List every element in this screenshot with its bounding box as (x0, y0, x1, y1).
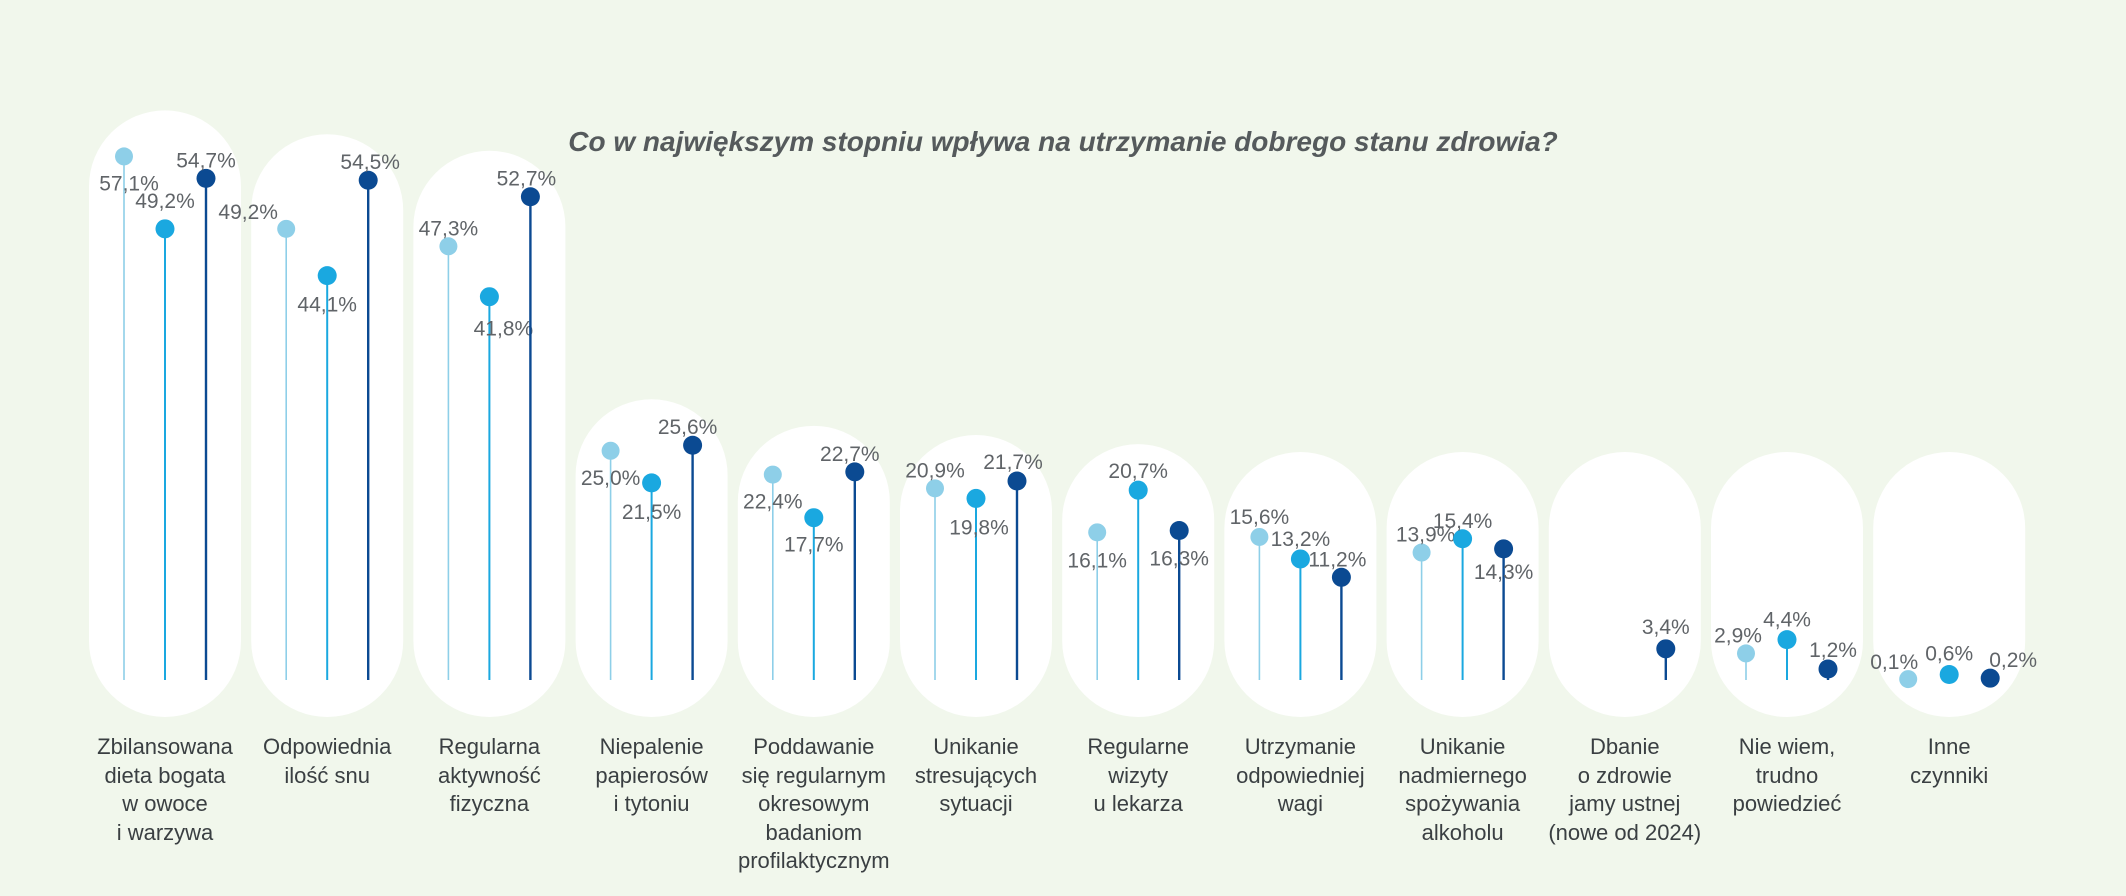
value-label: 21,5% (622, 501, 682, 524)
value-dot (1453, 529, 1473, 549)
value-dot (1737, 644, 1755, 663)
value-label: 21,7% (983, 451, 1043, 474)
value-label: 49,2% (135, 190, 195, 213)
value-label: 22,4% (743, 491, 803, 514)
category-label: Dbanie o zdrowie jamy ustnej (nowe od 20… (1548, 734, 1702, 845)
value-label: 54,7% (176, 149, 236, 172)
value-label: 0,2% (1989, 649, 2037, 672)
category-pill (1873, 452, 2026, 717)
value-label: 17,7% (784, 534, 844, 557)
value-dot (1088, 523, 1107, 542)
value-dot (1939, 664, 1959, 684)
value-dot (115, 147, 133, 166)
value-dot (479, 287, 499, 307)
value-label: 15,6% (1230, 506, 1290, 529)
value-label: 15,4% (1433, 510, 1493, 533)
value-dot (1412, 543, 1431, 562)
value-dot (1777, 630, 1797, 650)
value-dot (763, 465, 782, 484)
value-label: 14,3% (1474, 561, 1534, 584)
value-label: 25,0% (581, 467, 641, 490)
value-label: 2,9% (1714, 624, 1762, 647)
value-dot (926, 479, 944, 498)
value-dot (1494, 539, 1514, 559)
value-label: 22,7% (820, 443, 880, 466)
value-dot (683, 435, 703, 455)
category-pill (1548, 452, 1701, 717)
value-label: 49,2% (218, 201, 278, 224)
value-label: 11,2% (1308, 548, 1366, 571)
value-label: 20,7% (1108, 460, 1168, 483)
value-dot (804, 508, 824, 528)
value-dot (277, 219, 296, 238)
category-label: Unikanie nadmiernego spożywania alkoholu (1398, 734, 1527, 845)
value-label: 16,1% (1067, 549, 1127, 572)
value-label: 13,2% (1271, 528, 1331, 551)
value-dot (155, 219, 175, 239)
value-dot (1980, 668, 2000, 688)
value-label: 52,7% (497, 168, 557, 191)
value-label: 19,8% (949, 516, 1009, 539)
category-label: Utrzymanie odpowiedniej wagi (1236, 734, 1365, 816)
value-label: 47,3% (419, 217, 479, 240)
value-label: 0,1% (1870, 651, 1918, 674)
category-label: Odpowiednia ilość snu (262, 734, 392, 788)
value-label: 41,8% (474, 318, 534, 341)
value-label: 0,6% (1925, 642, 1973, 665)
value-dot (1290, 549, 1310, 569)
category-label: Regularna aktywność fizyczna (438, 734, 541, 816)
value-label: 1,2% (1809, 639, 1857, 662)
value-dot (439, 237, 458, 256)
category-label: Nie wiem, trudno powiedzieć (1732, 734, 1842, 816)
value-label: 25,6% (658, 416, 718, 439)
value-label: 44,1% (297, 294, 357, 317)
category-label: Inne czynniki (1910, 734, 1989, 788)
value-dot (196, 168, 216, 188)
category-label: Zbilansowana dieta bogata w owoce i warz… (97, 734, 233, 845)
category-label: Niepalenie papierosów i tytoniu (595, 734, 708, 816)
value-dot (1250, 527, 1269, 546)
value-label: 4,4% (1763, 609, 1811, 632)
value-dot (1128, 480, 1148, 500)
chart-title: Co w największym stopniu wpływa na utrzy… (568, 126, 1558, 157)
value-dot (642, 473, 662, 493)
value-dot (317, 266, 337, 286)
value-dot (1007, 471, 1027, 491)
value-dot (1331, 567, 1351, 587)
value-dot (845, 462, 865, 482)
value-dot (1169, 521, 1189, 541)
value-dot (520, 187, 540, 207)
value-dot (966, 488, 986, 508)
value-label: 54,5% (340, 151, 400, 174)
category-label: Poddawanie się regularnym okresowym bada… (738, 734, 890, 873)
value-label: 13,9% (1396, 524, 1456, 547)
value-label: 57,1% (99, 172, 159, 195)
value-dot (601, 441, 620, 460)
value-label: 3,4% (1642, 616, 1690, 639)
value-dot (1818, 659, 1838, 679)
value-label: 16,3% (1149, 548, 1209, 571)
category-label: Unikanie stresujących sytuacji (914, 734, 1038, 816)
category-label: Regularne wizyty u lekarza (1087, 734, 1189, 816)
value-dot (1899, 670, 1918, 689)
value-dot (358, 170, 378, 190)
value-dot (1656, 639, 1676, 659)
value-label: 20,9% (905, 459, 965, 482)
